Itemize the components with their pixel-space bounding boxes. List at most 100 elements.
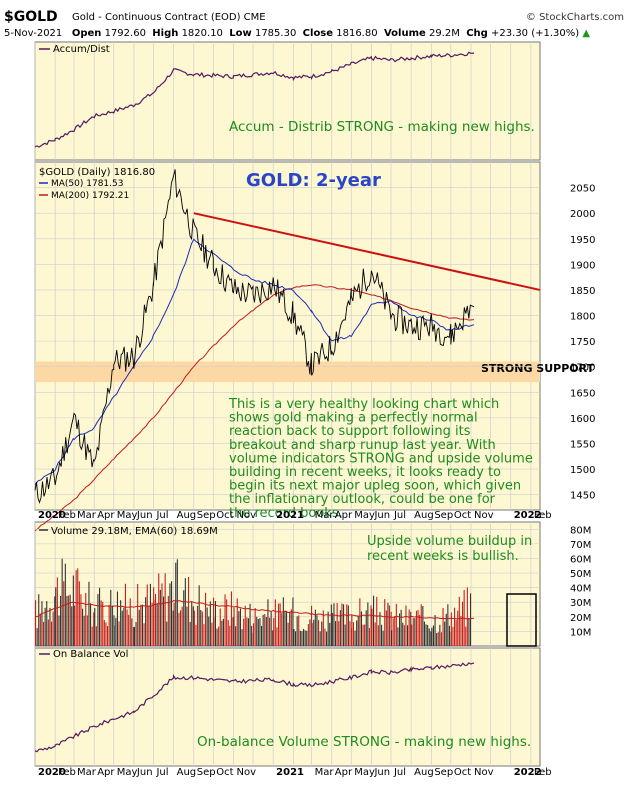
volume-bar <box>254 608 256 646</box>
volume-bar <box>400 609 402 646</box>
volume-bar <box>259 618 261 646</box>
volume-bar <box>351 614 353 646</box>
open-value: 1792.60 <box>104 28 146 39</box>
volume-bar <box>232 617 234 646</box>
volume-bar <box>316 615 318 646</box>
price-annotation-line: volume indicators STRONG and upside volu… <box>229 451 533 466</box>
x-tick-label: 2022 <box>514 510 542 521</box>
volume-bar <box>66 595 68 646</box>
volume-bar <box>145 597 147 646</box>
volume-bar <box>437 632 439 646</box>
volume-bar <box>94 608 96 646</box>
volume-bar <box>367 602 369 646</box>
chart-title: GOLD: 2-year <box>246 170 381 191</box>
volume-annotation-line: recent weeks is bullish. <box>367 549 519 564</box>
volume-tick-label: 20M <box>570 613 591 624</box>
volume-bar <box>184 578 186 646</box>
high-value: 1820.10 <box>181 28 223 39</box>
volume-bar <box>272 630 274 646</box>
volume-bar <box>49 607 51 646</box>
volume-bar <box>341 603 343 646</box>
ma50-line <box>34 238 475 486</box>
volume-bar <box>166 621 168 646</box>
volume-bar <box>103 620 105 646</box>
volume-bar <box>403 625 405 646</box>
volume-bar <box>123 607 125 646</box>
volume-bar <box>298 615 300 646</box>
volume-bar <box>338 621 340 646</box>
accum_dist-panel <box>34 41 541 161</box>
volume-bar <box>257 619 259 646</box>
volume-bar <box>333 603 335 646</box>
volume-bar <box>331 613 333 646</box>
volume-bar <box>247 618 249 646</box>
price-tick-label: 1800 <box>570 312 595 323</box>
volume-bar <box>221 620 223 646</box>
volume-bar <box>339 610 341 646</box>
volume-bar <box>86 615 88 646</box>
volume-bar <box>197 605 199 646</box>
volume-bar <box>159 589 161 646</box>
volume-bar <box>387 602 389 646</box>
volume-bar <box>327 611 329 646</box>
volume-bar <box>156 603 158 646</box>
x-tick-label: Jul <box>155 767 168 778</box>
volume-bar <box>470 593 472 646</box>
volume-bar <box>270 611 272 646</box>
volume-bar <box>163 596 165 646</box>
volume-bar <box>193 610 195 646</box>
close-label: Close <box>302 28 334 39</box>
volume-bar <box>377 625 379 646</box>
volume-bar <box>408 609 410 646</box>
volume-bar <box>384 599 386 646</box>
volume-bar <box>246 617 248 646</box>
x-tick-label: Sep <box>197 767 216 778</box>
volume-bar <box>129 598 131 646</box>
volume-bar <box>46 601 48 646</box>
volume-bar <box>253 623 255 646</box>
volume-bar <box>450 612 452 646</box>
volume-tick-label: 30M <box>570 598 591 609</box>
stockcharts-credit[interactable]: © StockCharts.com <box>525 12 624 23</box>
volume-bar <box>77 568 79 646</box>
volume-bar <box>374 622 376 646</box>
quote-line: 5-Nov-2021 Open 1792.60 High 1820.10 Low… <box>4 28 590 39</box>
volume-bar <box>229 625 231 646</box>
volume-bar <box>43 621 45 646</box>
volume-bar <box>72 575 74 646</box>
volume-value: 29.2M <box>428 28 460 39</box>
volume-bar <box>189 622 191 646</box>
x-tick-label: Feb <box>534 767 552 778</box>
support-label: STRONG SUPPORT <box>481 362 595 375</box>
contract-name: Gold - Continuous Contract (EOD) CME <box>72 12 266 23</box>
price-annotation-line: the record books. <box>229 506 343 521</box>
volume-bar <box>444 621 446 646</box>
volume-bar <box>126 609 128 646</box>
volume-bar <box>390 611 392 646</box>
volume-bar <box>74 605 76 646</box>
price-tick-label: 2050 <box>570 184 595 195</box>
volume-bar <box>176 559 178 646</box>
volume-bar <box>205 592 207 646</box>
volume-bar <box>183 590 185 646</box>
volume-bar <box>313 619 315 646</box>
symbol-label: $GOLD <box>4 9 58 25</box>
volume-bar <box>415 610 417 646</box>
price-panel <box>34 161 541 511</box>
volume-bar <box>432 625 434 646</box>
price-annotation-line: begin its next major upleg soon, which g… <box>229 479 521 494</box>
price-annotation-line: shows gold making a perfectly normal <box>229 411 478 426</box>
obv-panel <box>34 647 541 767</box>
volume-bar <box>428 628 430 646</box>
volume-bar <box>359 598 361 646</box>
volume-bar <box>233 607 235 646</box>
price-tick-label: 1900 <box>570 260 595 271</box>
volume-bar <box>241 629 243 646</box>
volume-bar <box>265 617 267 646</box>
x-tick-label: Oct <box>454 767 471 778</box>
volume-bar <box>395 603 397 646</box>
volume-bar <box>287 622 289 646</box>
volume-bar <box>371 608 373 646</box>
volume-bar <box>60 596 62 646</box>
volume-bar <box>303 629 305 646</box>
